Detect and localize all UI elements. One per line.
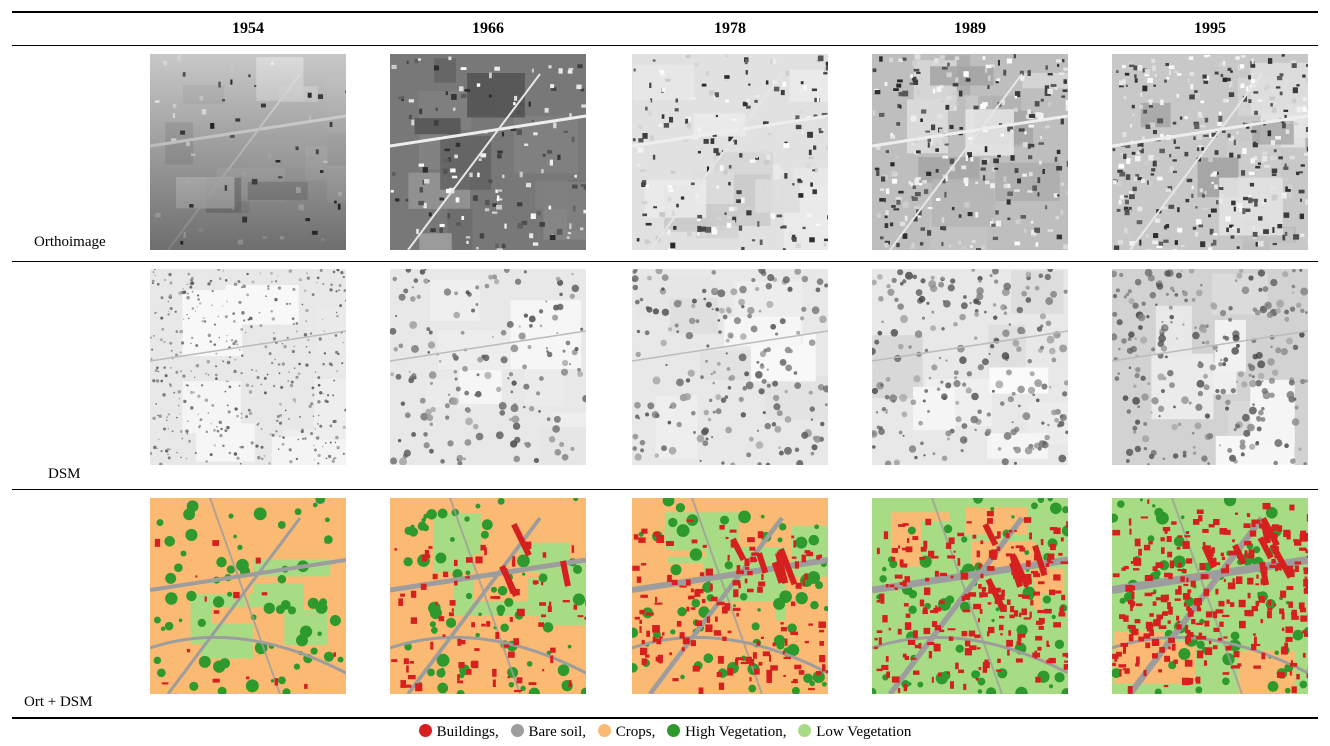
legend-swatch-bare-soil <box>510 724 524 737</box>
legend-item-low-vegetation: Low Vegetation <box>798 724 911 741</box>
dsm-tile-1966 <box>390 269 586 465</box>
legend-label-crops: Crops, <box>615 724 656 740</box>
class-tile-1995 <box>1112 498 1308 694</box>
class-image-1954 <box>150 498 346 694</box>
ortho-image-1966 <box>390 54 586 250</box>
ortho-image-1954 <box>150 54 346 250</box>
class-image-1995 <box>1112 498 1308 694</box>
legend-swatch-buildings <box>418 724 432 737</box>
class-tile-1978 <box>632 498 828 694</box>
ortho-image-1989 <box>872 54 1068 250</box>
legend-item-buildings: Buildings, <box>418 724 499 741</box>
year-header-1978: 1978 <box>714 20 746 37</box>
ortho-tile-1954 <box>150 54 346 250</box>
row-divider-2 <box>12 489 1318 490</box>
dsm-tile-1978 <box>632 269 828 465</box>
year-header-1989: 1989 <box>954 20 986 37</box>
legend-label-low-vegetation: Low Vegetation <box>816 724 912 740</box>
ortho-tile-1978 <box>632 54 828 250</box>
legend-label-buildings: Buildings, <box>436 724 499 740</box>
dsm-tile-1995 <box>1112 269 1308 465</box>
ortho-tile-1989 <box>872 54 1068 250</box>
legend: Buildings, Bare soil, Crops, High Vegeta… <box>0 724 1330 741</box>
class-image-1966 <box>390 498 586 694</box>
dsm-tile-1989 <box>872 269 1068 465</box>
year-header-1954: 1954 <box>232 20 264 37</box>
dsm-image-1966 <box>390 269 586 465</box>
class-image-1978 <box>632 498 828 694</box>
row-label-dsm: DSM <box>48 466 81 482</box>
legend-item-crops: Crops, <box>597 724 656 741</box>
table-header-rule <box>12 45 1318 46</box>
ortho-image-1978 <box>632 54 828 250</box>
year-header-1995: 1995 <box>1194 20 1226 37</box>
ortho-tile-1966 <box>390 54 586 250</box>
legend-item-bare-soil: Bare soil, <box>510 724 587 741</box>
class-image-1989 <box>872 498 1068 694</box>
class-tile-1966 <box>390 498 586 694</box>
legend-swatch-crops <box>597 724 611 737</box>
dsm-tile-1954 <box>150 269 346 465</box>
legend-label-high-vegetation: High Vegetation, <box>685 724 787 740</box>
legend-swatch-low-vegetation <box>798 724 812 737</box>
row-divider-1 <box>12 261 1318 262</box>
row-label-orthoimage: Orthoimage <box>34 234 106 250</box>
dsm-image-1989 <box>872 269 1068 465</box>
class-tile-1954 <box>150 498 346 694</box>
class-tile-1989 <box>872 498 1068 694</box>
year-header-1966: 1966 <box>472 20 504 37</box>
table-top-rule <box>12 11 1318 13</box>
dsm-image-1978 <box>632 269 828 465</box>
legend-item-high-vegetation: High Vegetation, <box>667 724 786 741</box>
dsm-image-1995 <box>1112 269 1308 465</box>
legend-label-bare-soil: Bare soil, <box>528 724 587 740</box>
table-bottom-rule <box>12 717 1318 719</box>
row-label-ort-dsm: Ort + DSM <box>24 694 93 710</box>
ortho-tile-1995 <box>1112 54 1308 250</box>
legend-swatch-high-vegetation <box>667 724 681 737</box>
dsm-image-1954 <box>150 269 346 465</box>
ortho-image-1995 <box>1112 54 1308 250</box>
